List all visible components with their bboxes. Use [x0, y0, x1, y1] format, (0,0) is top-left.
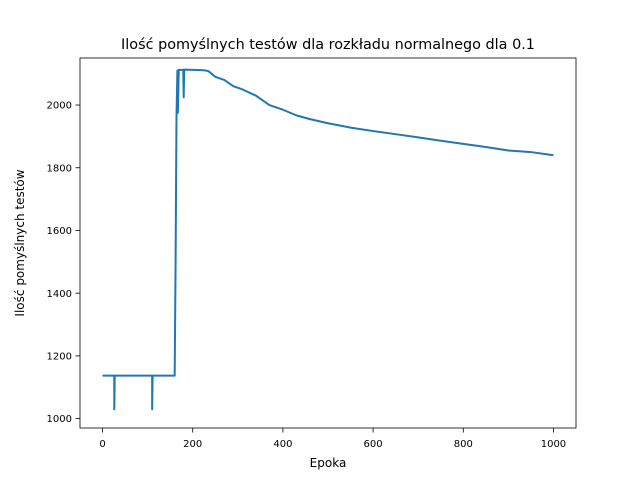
- y-tick-label: 1200: [47, 351, 72, 362]
- y-tick-label: 1600: [47, 226, 72, 237]
- x-tick-label: 0: [99, 439, 105, 450]
- y-tick-label: 1400: [47, 289, 72, 300]
- y-tick-label: 1800: [47, 163, 72, 174]
- y-axis-ticks: 1000 1200 1400 1600 1800 2000: [47, 101, 80, 425]
- series-layer: [102, 68, 554, 411]
- chart-title: Ilość pomyślnych testów dla rozkładu nor…: [121, 37, 535, 53]
- x-tick-label: 600: [364, 439, 383, 450]
- x-tick-label: 200: [183, 439, 202, 450]
- x-tick-label: 1000: [541, 439, 566, 450]
- x-axis-ticks: 0 200 400 600 800 1000: [99, 428, 566, 450]
- x-axis-label: Epoka: [310, 456, 347, 470]
- x-tick-label: 400: [273, 439, 292, 450]
- plot-area: [79, 57, 577, 429]
- x-tick-label: 800: [454, 439, 473, 450]
- y-axis-label: Ilość pomyślnych testów: [13, 169, 27, 316]
- y-tick-label: 1000: [47, 414, 72, 425]
- y-tick-label: 2000: [47, 101, 72, 112]
- axes-frame: [79, 57, 577, 429]
- series-line-0: [102, 68, 554, 411]
